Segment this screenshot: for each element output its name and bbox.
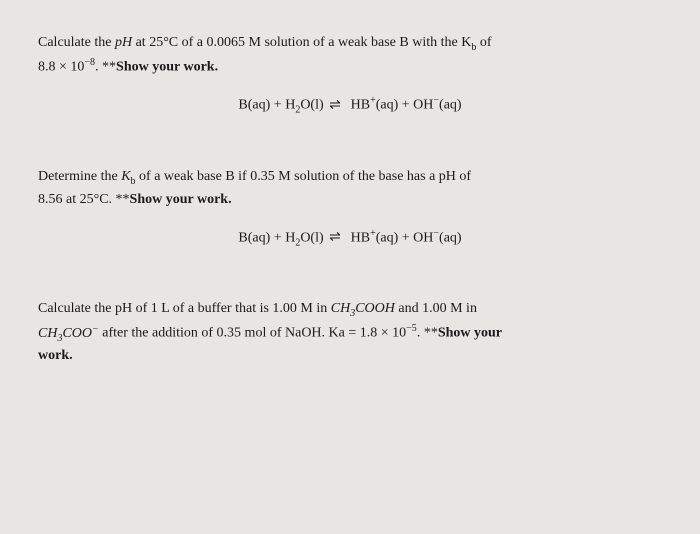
formula-part: CH [38, 326, 57, 341]
formula: CH3COO− [38, 326, 99, 341]
superscript: −5 [406, 323, 417, 334]
text-segment: 8.56 at 25°C. ** [38, 192, 130, 207]
problem-1-text: Calculate the pH at 25°C of a 0.0065 M s… [38, 32, 662, 77]
text-segment: after the addition of 0.35 mol of NaOH. … [99, 326, 406, 341]
equilibrium-icon [329, 101, 345, 111]
equation-part: (aq) [439, 98, 462, 113]
k-symbol: K [121, 169, 130, 184]
ph-symbol: pH [115, 35, 132, 50]
formula-part: COOH [355, 301, 395, 316]
equation-lhs: B(aq) + H [238, 230, 295, 245]
show-work-label: Show your work. [130, 192, 232, 207]
text-segment: Calculate the pH of 1 L of a buffer that… [38, 301, 331, 316]
equilibrium-icon [329, 233, 345, 243]
equation-rhs: HB [347, 230, 370, 245]
text-segment: of [476, 35, 491, 50]
equation-part: O(l) [300, 98, 327, 113]
problem-2: Determine the Kb of a weak base B if 0.3… [38, 166, 662, 250]
text-segment: and 1.00 M in [395, 301, 477, 316]
formula: CH3COOH [331, 301, 395, 316]
formula-part: COO [62, 326, 92, 341]
equation-part: (aq) + OH [376, 98, 434, 113]
formula-part: CH [331, 301, 350, 316]
problem-3-text: Calculate the pH of 1 L of a buffer that… [38, 298, 662, 366]
equation-part: (aq) [439, 230, 462, 245]
equation-2: B(aq) + H2O(l) HB+(aq) + OH−(aq) [38, 226, 662, 250]
show-work-label: Show your work. [116, 59, 218, 74]
equation-1: B(aq) + H2O(l) HB+(aq) + OH−(aq) [38, 93, 662, 117]
text-segment: Determine the [38, 169, 121, 184]
show-work-label: work. [38, 348, 73, 363]
problem-3: Calculate the pH of 1 L of a buffer that… [38, 298, 662, 366]
equation-part: O(l) [300, 230, 327, 245]
text-segment: of a weak base B if 0.35 M solution of t… [136, 169, 472, 184]
text-segment: Calculate the [38, 35, 115, 50]
text-segment: 8.8 × 10 [38, 59, 84, 74]
problem-1: Calculate the pH at 25°C of a 0.0065 M s… [38, 32, 662, 118]
text-segment: at 25°C of a 0.0065 M solution of a weak… [132, 35, 471, 50]
equation-lhs: B(aq) + H [238, 98, 295, 113]
show-work-label: Show your [438, 326, 502, 341]
equation-part: (aq) + OH [376, 230, 434, 245]
text-segment: . ** [95, 59, 116, 74]
text-segment: . ** [417, 326, 438, 341]
problem-2-text: Determine the Kb of a weak base B if 0.3… [38, 166, 662, 210]
equation-rhs: HB [347, 98, 370, 113]
superscript: −8 [84, 57, 95, 68]
superscript: − [92, 323, 99, 334]
